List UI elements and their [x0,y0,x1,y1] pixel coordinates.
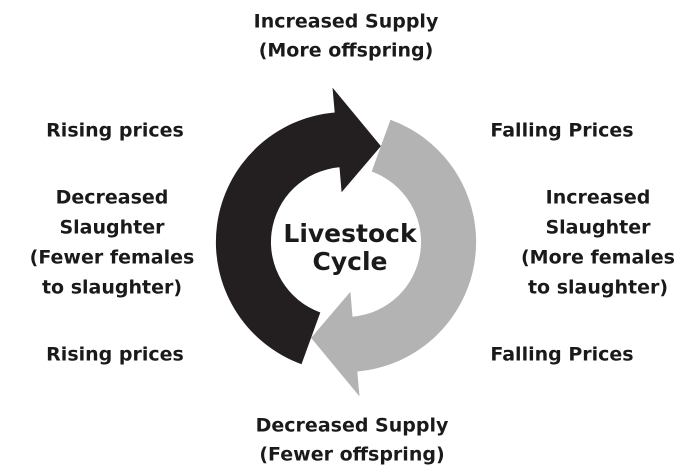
left-label: to slaughter) [42,277,182,299]
left-label: Slaughter [59,217,165,239]
right-label: (More females [521,247,675,269]
lower-right-label: Falling Prices [490,344,633,366]
rising-arrow [215,87,381,365]
lower-left-label: Rising prices [46,344,184,366]
falling-arrow [311,119,477,397]
right-label: to slaughter) [528,277,668,299]
left-label: (Fewer females [30,247,195,269]
right-label: Slaughter [545,217,651,239]
center-label: Livestock [283,219,418,248]
left-label: Decreased [56,187,169,209]
right-label: Increased [546,187,651,209]
bottom-label: Decreased Supply [256,415,449,437]
upper-right-label: Falling Prices [490,120,633,142]
bottom-label: (Fewer offspring) [259,444,444,466]
top-label: Increased Supply [254,11,439,33]
top-label: (More offspring) [259,40,434,62]
center-label: Cycle [313,247,388,276]
upper-left-label: Rising prices [46,120,184,142]
